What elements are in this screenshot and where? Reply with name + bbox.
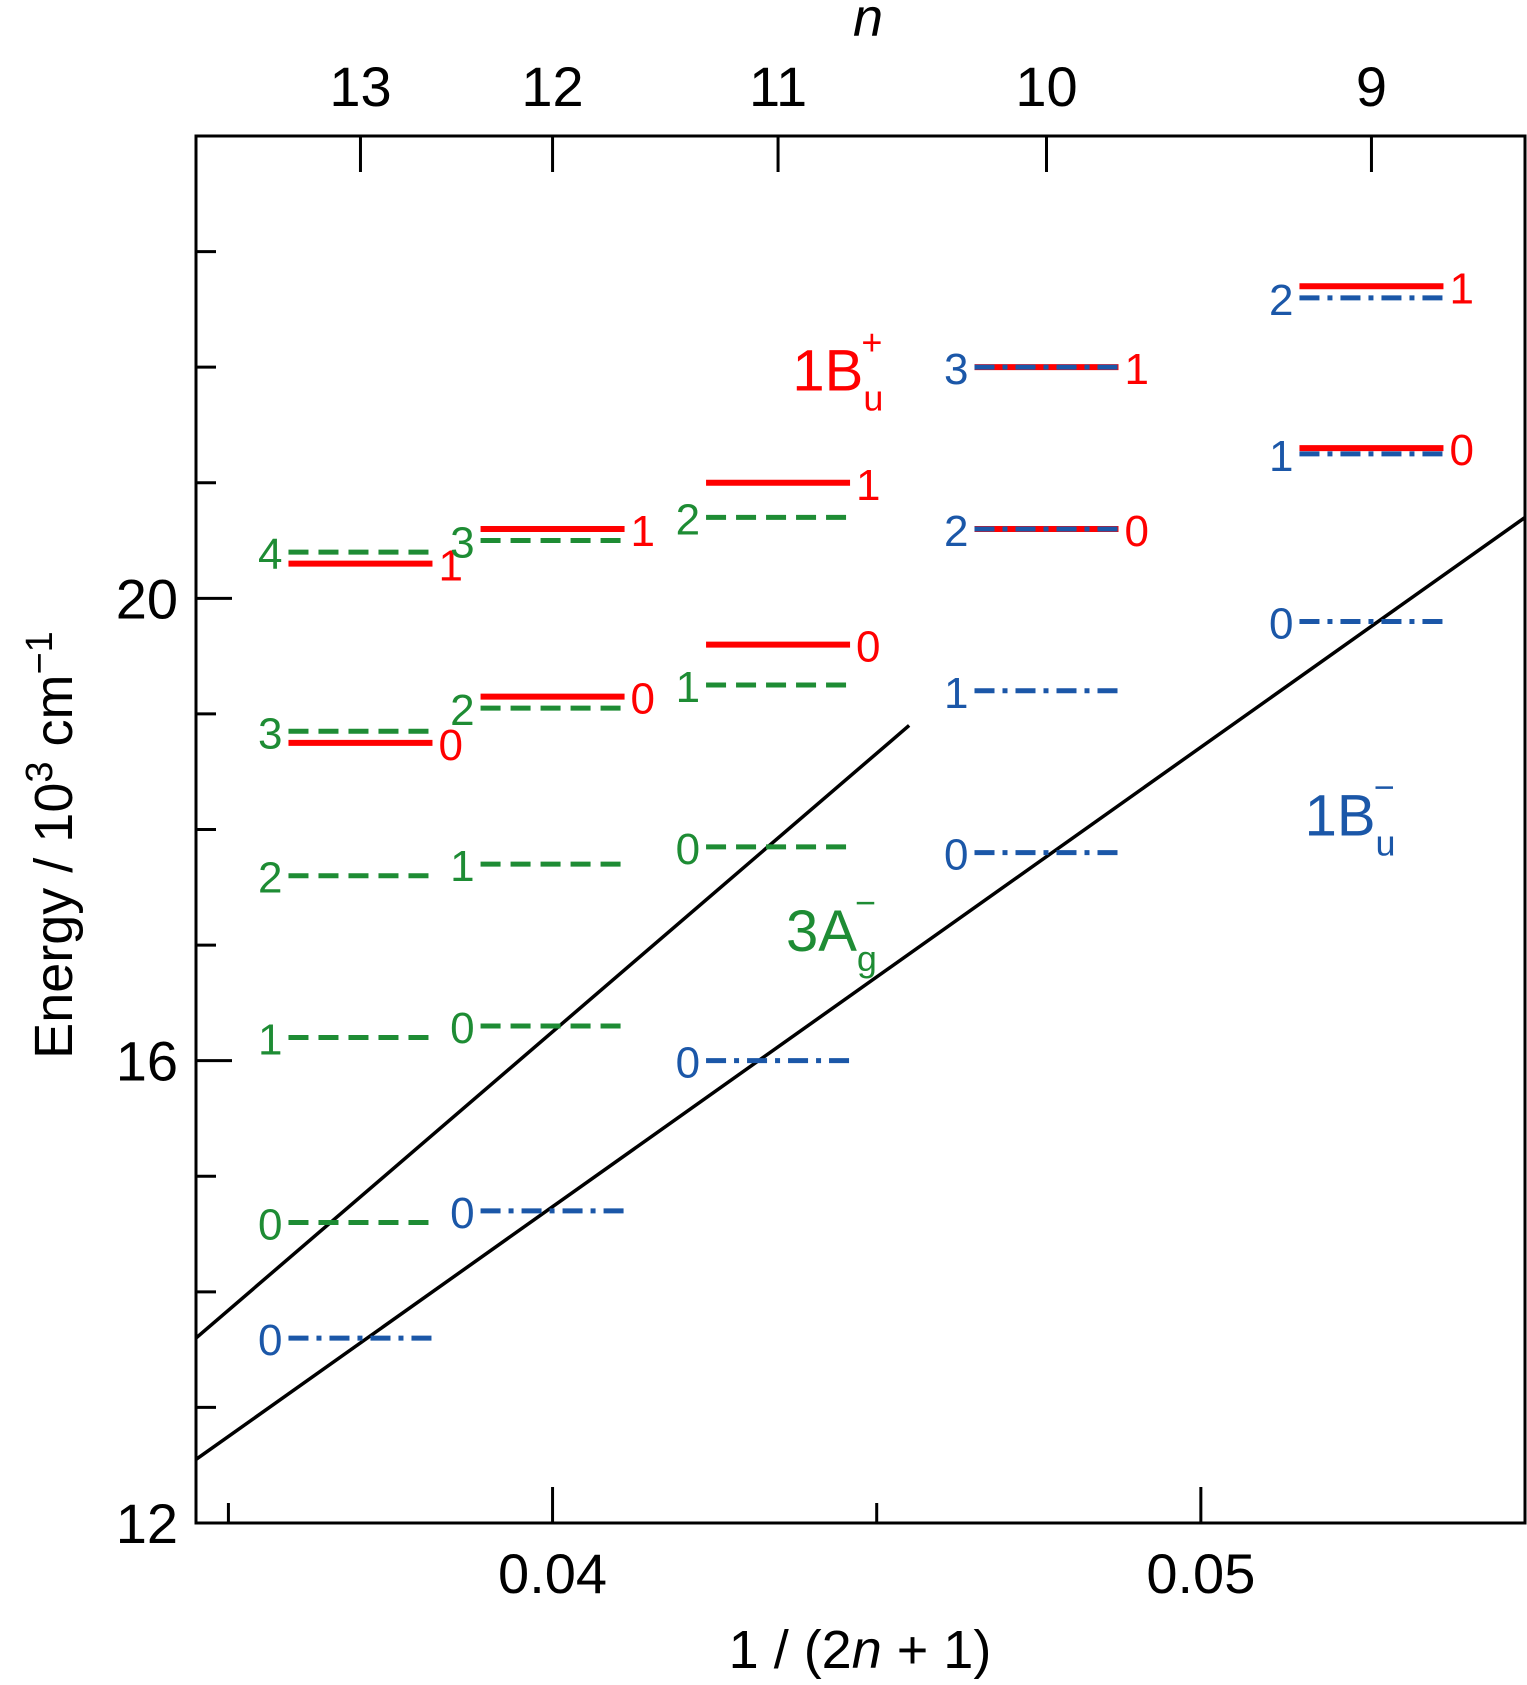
top-tick-label: 10 <box>1015 55 1077 118</box>
vibrational-level-label: 0 <box>1449 426 1473 475</box>
vibrational-level-label: 1 <box>258 1016 282 1065</box>
vibrational-level-label: 0 <box>438 721 462 770</box>
fit-line <box>196 724 911 1340</box>
y-tick-label: 12 <box>116 1492 178 1555</box>
vibrational-level-label: 0 <box>1124 507 1148 556</box>
vibrational-level-label: 1 <box>1124 345 1148 394</box>
y-tick-label: 20 <box>116 567 178 630</box>
top-tick-label: 12 <box>521 55 583 118</box>
x-tick-label: 0.04 <box>498 1542 607 1605</box>
y-axis-label: Energy / 103 cm−1 <box>19 631 84 1059</box>
top-tick-label: 11 <box>749 55 807 118</box>
vibrational-level-label: 0 <box>258 1200 282 1249</box>
vibrational-level-label: 1 <box>944 669 968 718</box>
top-tick-label: 9 <box>1356 55 1387 118</box>
x-axis-label-text: 1 / (2n + 1) <box>729 1620 992 1680</box>
vibrational-level-label: 1 <box>631 507 655 556</box>
fit-line <box>196 515 1525 1461</box>
x-axis-label: 1 / (2n + 1) <box>729 1620 992 1680</box>
vibrational-level-label: 0 <box>944 831 968 880</box>
vibrational-level-label: 2 <box>1269 276 1293 325</box>
vibrational-level-label: 3 <box>258 709 282 758</box>
vibrational-level-label: 0 <box>631 675 655 724</box>
vibrational-level-label: 1 <box>1449 264 1473 313</box>
vibrational-level-label: 1 <box>438 542 462 591</box>
state-label: 1Bu+ <box>792 321 883 418</box>
vibrational-level-label: 1 <box>676 663 700 712</box>
vibrational-level-label: 4 <box>258 530 282 579</box>
vibrational-level-label: 0 <box>1269 599 1293 648</box>
top-axis-label: n <box>853 0 883 48</box>
vibrational-level-label: 0 <box>676 1039 700 1088</box>
vibrational-level-label: 0 <box>856 623 880 672</box>
state-label: 3Ag− <box>786 882 877 979</box>
vibrational-level-label: 2 <box>258 854 282 903</box>
vibrational-level-label: 0 <box>450 1189 474 1238</box>
vibrational-level-label: 0 <box>450 1004 474 1053</box>
vibrational-level-label: 0 <box>258 1316 282 1365</box>
top-tick-label: 13 <box>329 55 391 118</box>
vibrational-level-label: 3 <box>944 345 968 394</box>
y-axis-label-text: Energy / 103 cm−1 <box>19 631 84 1059</box>
y-tick-label: 16 <box>116 1030 178 1093</box>
vibrational-level-label: 2 <box>676 495 700 544</box>
vibrational-level-label: 3 <box>450 519 474 568</box>
vibrational-level-label: 2 <box>450 686 474 735</box>
vibrational-level-label: 2 <box>944 507 968 556</box>
vibrational-level-label: 1 <box>450 842 474 891</box>
vibrational-level-label: 1 <box>1269 432 1293 481</box>
state-label: 1Bu− <box>1305 766 1396 863</box>
x-tick-label: 0.05 <box>1146 1542 1255 1605</box>
vibrational-level-label: 1 <box>856 461 880 510</box>
vibrational-level-label: 0 <box>676 825 700 874</box>
